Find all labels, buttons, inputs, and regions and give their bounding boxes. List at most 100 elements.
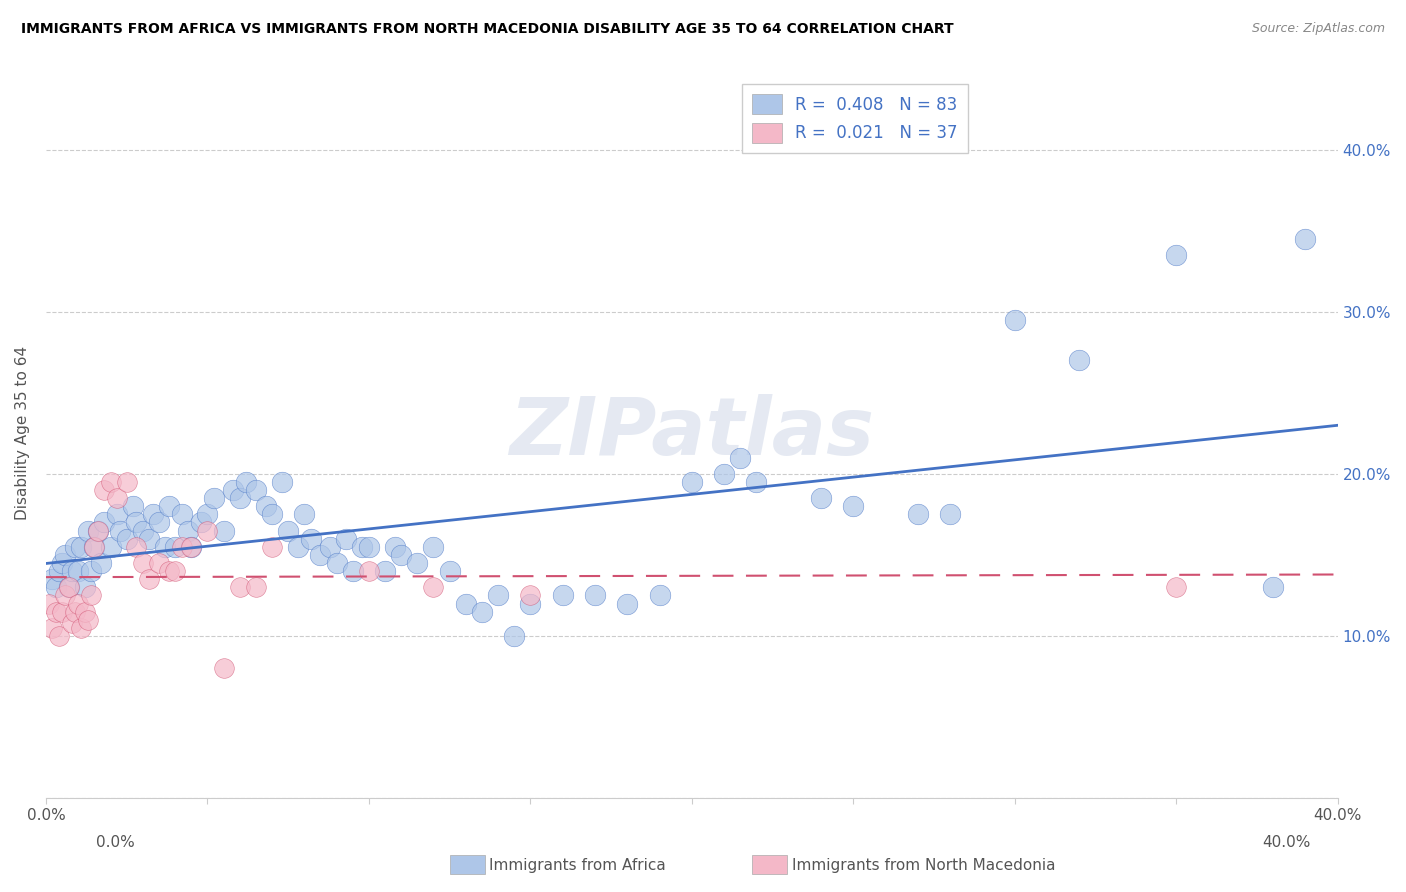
Point <box>551 589 574 603</box>
Point <box>60 615 83 630</box>
Point <box>648 589 671 603</box>
Point <box>45 580 67 594</box>
Point <box>245 580 267 594</box>
Text: Source: ZipAtlas.com: Source: ZipAtlas.com <box>1251 22 1385 36</box>
Point <box>319 540 342 554</box>
Point <box>325 556 347 570</box>
Point <box>292 508 315 522</box>
Point <box>58 580 80 594</box>
Point <box>157 500 180 514</box>
Point <box>70 621 93 635</box>
Point <box>138 572 160 586</box>
Point <box>141 508 163 522</box>
Point <box>80 589 103 603</box>
Point <box>422 540 444 554</box>
Text: ZIPatlas: ZIPatlas <box>509 394 875 472</box>
Point <box>180 540 202 554</box>
Point <box>41 621 63 635</box>
Point <box>73 580 96 594</box>
Point <box>170 540 193 554</box>
Point <box>260 540 283 554</box>
Point <box>681 475 703 489</box>
Point <box>93 516 115 530</box>
Point <box>519 589 541 603</box>
Point <box>270 475 292 489</box>
Point <box>80 564 103 578</box>
Point <box>148 516 170 530</box>
Point <box>105 508 128 522</box>
Point <box>73 605 96 619</box>
Point <box>100 540 122 554</box>
Point <box>810 491 832 505</box>
Point <box>406 556 429 570</box>
Point <box>70 540 93 554</box>
Point <box>212 524 235 538</box>
Point <box>212 661 235 675</box>
Text: IMMIGRANTS FROM AFRICA VS IMMIGRANTS FROM NORTH MACEDONIA DISABILITY AGE 35 TO 6: IMMIGRANTS FROM AFRICA VS IMMIGRANTS FRO… <box>21 22 953 37</box>
Point <box>93 483 115 497</box>
Point <box>67 597 90 611</box>
Point <box>48 629 70 643</box>
Point <box>125 540 148 554</box>
Point <box>277 524 299 538</box>
Point <box>471 605 494 619</box>
Point <box>299 532 322 546</box>
Point <box>170 508 193 522</box>
Point <box>86 524 108 538</box>
Point <box>1294 232 1316 246</box>
Point <box>155 540 177 554</box>
Point <box>67 564 90 578</box>
Point <box>63 540 86 554</box>
Point <box>148 556 170 570</box>
Point <box>165 540 187 554</box>
Point <box>222 483 245 497</box>
Point <box>110 524 132 538</box>
Point <box>63 605 86 619</box>
Text: 0.0%: 0.0% <box>96 836 135 850</box>
Point <box>90 556 112 570</box>
Point <box>115 532 138 546</box>
Point <box>228 580 250 594</box>
Point <box>86 524 108 538</box>
Point <box>907 508 929 522</box>
Point <box>115 475 138 489</box>
Point <box>1069 353 1091 368</box>
Text: 40.0%: 40.0% <box>1263 836 1310 850</box>
Point <box>374 564 396 578</box>
Point <box>58 580 80 594</box>
Point <box>41 572 63 586</box>
Point <box>100 475 122 489</box>
Point <box>260 508 283 522</box>
Point <box>335 532 357 546</box>
Point <box>309 548 332 562</box>
Point <box>77 524 100 538</box>
Point <box>357 564 380 578</box>
Point <box>745 475 768 489</box>
Point <box>48 564 70 578</box>
Point <box>503 629 526 643</box>
Point <box>1261 580 1284 594</box>
Text: Immigrants from North Macedonia: Immigrants from North Macedonia <box>792 858 1054 872</box>
Point <box>83 540 105 554</box>
Point <box>53 589 76 603</box>
Point <box>51 605 73 619</box>
Point <box>254 500 277 514</box>
Point <box>245 483 267 497</box>
Point <box>422 580 444 594</box>
Point <box>583 589 606 603</box>
Point <box>389 548 412 562</box>
Point <box>728 450 751 465</box>
Point <box>228 491 250 505</box>
Point <box>486 589 509 603</box>
Point <box>38 597 60 611</box>
Point <box>616 597 638 611</box>
Point <box>105 491 128 505</box>
Point <box>51 556 73 570</box>
Point <box>122 500 145 514</box>
Point <box>180 540 202 554</box>
Point <box>177 524 200 538</box>
Point <box>157 564 180 578</box>
Point <box>519 597 541 611</box>
Point <box>454 597 477 611</box>
Point <box>357 540 380 554</box>
